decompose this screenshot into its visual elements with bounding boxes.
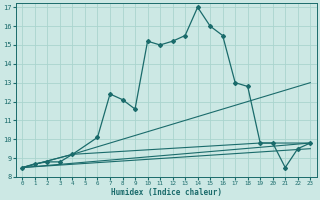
- X-axis label: Humidex (Indice chaleur): Humidex (Indice chaleur): [111, 188, 222, 197]
